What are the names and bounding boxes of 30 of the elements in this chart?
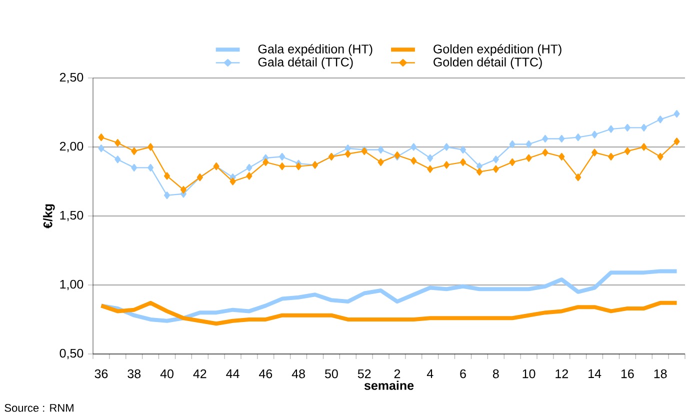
x-tick-label: 14 [588, 369, 602, 378]
y-tick-label: 1,00 [60, 280, 84, 290]
y-tick-label: 0,50 [60, 348, 84, 360]
legend-label: Gala expédition (HT) [258, 44, 372, 56]
legend-label: Golden expédition (HT) [434, 44, 562, 56]
x-tick-label: 2 [394, 369, 400, 378]
x-tick-label: 18 [654, 369, 667, 378]
source-note: Source : RNM [4, 404, 74, 412]
x-tick-label: 16 [621, 369, 634, 378]
x-tick-label: 12 [556, 369, 568, 378]
y-axis-title: €/kg [43, 204, 55, 228]
y-tick-label: 2,00 [60, 142, 84, 152]
x-tick-label: 52 [358, 369, 371, 378]
x-tick-label: 48 [292, 369, 305, 378]
y-tick-label: 2,50 [60, 72, 84, 84]
x-tick-label: 38 [128, 369, 141, 378]
legend-label: Gala détail (TTC) [258, 57, 353, 69]
x-tick-label: 46 [259, 369, 272, 378]
x-axis-title: semaine [364, 380, 414, 390]
x-tick-label: 44 [226, 369, 240, 378]
x-tick-label: 36 [94, 369, 108, 378]
x-tick-label: 50 [325, 369, 338, 378]
x-tick-label: 40 [160, 369, 174, 378]
y-tick-label: 1,50 [60, 210, 84, 222]
x-tick-label: 4 [426, 369, 434, 378]
x-tick-label: 8 [492, 369, 499, 378]
x-tick-label: 10 [522, 369, 536, 378]
x-tick-label: 42 [193, 369, 206, 378]
legend-label: Golden détail (TTC) [434, 57, 542, 69]
x-tick-label: 6 [460, 369, 466, 378]
